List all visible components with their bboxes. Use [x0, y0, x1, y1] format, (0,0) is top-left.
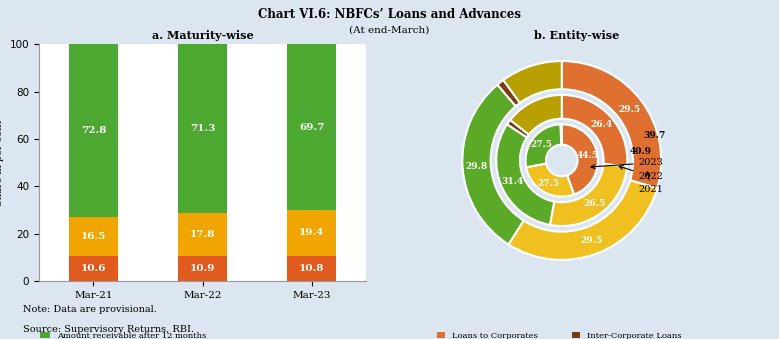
Bar [69, 217, 118, 256]
Text: 17.8: 17.8 [190, 230, 215, 239]
Bar [287, 256, 337, 281]
Wedge shape [462, 85, 523, 244]
Bar [178, 44, 227, 213]
Bar [69, 44, 118, 217]
Text: 39.7: 39.7 [643, 131, 665, 140]
Text: 26.5: 26.5 [583, 199, 605, 208]
Legend: Loans to Corporates, Loans to Retail Customers, Others, Inter-Corporate Loans, B: Loans to Corporates, Loans to Retail Cus… [433, 328, 716, 339]
Text: 2023: 2023 [591, 158, 664, 168]
Text: 26.4: 26.4 [590, 120, 612, 129]
Text: 10.9: 10.9 [190, 264, 215, 273]
Wedge shape [496, 124, 554, 225]
Bar [287, 210, 337, 256]
Text: 2021: 2021 [639, 172, 664, 194]
Text: 27.5: 27.5 [538, 179, 560, 187]
Wedge shape [550, 164, 627, 226]
Wedge shape [503, 61, 562, 103]
Bar [287, 44, 337, 210]
Text: 29.8: 29.8 [466, 162, 488, 171]
Text: Source: Supervisory Returns, RBI.: Source: Supervisory Returns, RBI. [23, 325, 195, 335]
Text: 10.8: 10.8 [299, 264, 324, 273]
Wedge shape [498, 80, 520, 106]
Text: 10.6: 10.6 [81, 264, 106, 273]
Bar [69, 256, 118, 281]
Text: 29.5: 29.5 [619, 105, 641, 114]
Wedge shape [509, 180, 657, 260]
Wedge shape [561, 124, 562, 145]
Bar [178, 213, 227, 256]
Text: 72.8: 72.8 [81, 126, 106, 135]
Wedge shape [562, 61, 661, 188]
Text: 16.5: 16.5 [81, 232, 106, 241]
Wedge shape [510, 95, 562, 135]
Text: 44.5: 44.5 [576, 152, 598, 160]
Wedge shape [526, 124, 562, 167]
Title: b. Entity-wise: b. Entity-wise [534, 29, 619, 41]
Wedge shape [562, 95, 627, 166]
Wedge shape [507, 120, 529, 137]
Text: Note: Data are provisional.: Note: Data are provisional. [23, 305, 157, 314]
Bar [178, 256, 227, 281]
Text: 29.5: 29.5 [581, 236, 603, 245]
Y-axis label: Share in per cent: Share in per cent [0, 120, 4, 206]
Text: 27.5: 27.5 [530, 140, 552, 149]
Wedge shape [562, 124, 598, 195]
Text: 71.3: 71.3 [190, 124, 215, 133]
Text: (At end-March): (At end-March) [349, 25, 430, 35]
Text: 40.9: 40.9 [629, 147, 651, 156]
Text: 69.7: 69.7 [299, 122, 324, 132]
Title: a. Maturity-wise: a. Maturity-wise [152, 29, 253, 41]
Text: 2022: 2022 [619, 166, 664, 181]
Wedge shape [527, 163, 574, 197]
Text: Chart VI.6: NBFCs’ Loans and Advances: Chart VI.6: NBFCs’ Loans and Advances [258, 8, 521, 21]
Text: 31.4: 31.4 [501, 177, 523, 186]
Legend: Amount receivable after 12 months, Amount receivable within 3 to 12 months, Amou: Amount receivable after 12 months, Amoun… [37, 328, 234, 339]
Text: 19.4: 19.4 [299, 228, 324, 237]
